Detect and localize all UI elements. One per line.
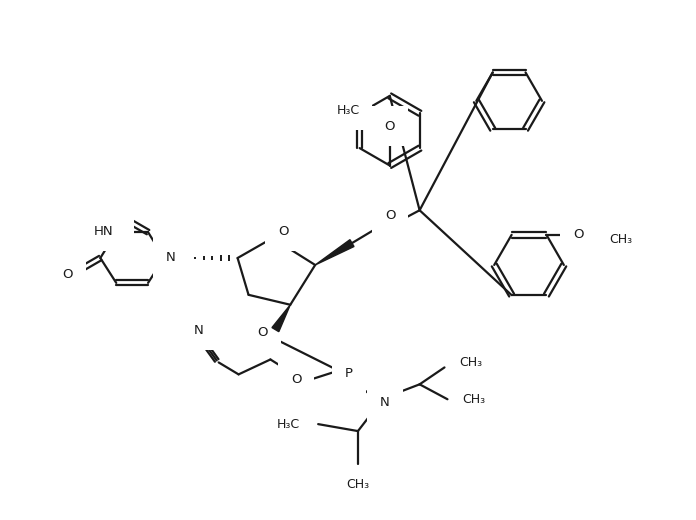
Text: HN: HN	[94, 225, 113, 238]
Text: O: O	[291, 373, 301, 386]
Text: N: N	[380, 396, 390, 409]
Polygon shape	[315, 240, 354, 265]
Text: CH₃: CH₃	[459, 356, 482, 369]
Text: P: P	[345, 367, 353, 380]
Text: H₃C: H₃C	[277, 418, 300, 431]
Text: CH₃: CH₃	[347, 478, 370, 491]
Text: CH₃: CH₃	[609, 233, 632, 246]
Text: O: O	[110, 210, 120, 223]
Polygon shape	[272, 305, 290, 332]
Text: O: O	[62, 268, 73, 281]
Text: O: O	[384, 120, 395, 133]
Text: N: N	[194, 323, 204, 336]
Text: H₃C: H₃C	[337, 105, 360, 118]
Text: O: O	[385, 209, 395, 222]
Text: N: N	[166, 251, 175, 264]
Text: O: O	[278, 225, 289, 238]
Text: O: O	[257, 326, 267, 339]
Text: CH₃: CH₃	[462, 393, 486, 406]
Text: O: O	[574, 228, 584, 241]
